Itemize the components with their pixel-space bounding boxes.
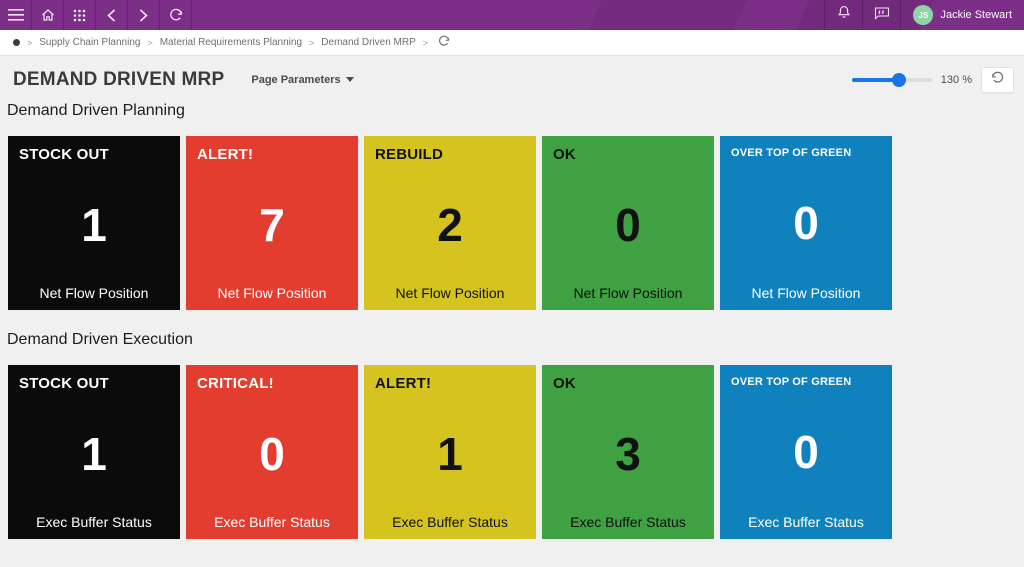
tile-value: 0: [615, 198, 641, 251]
zoom-slider[interactable]: [851, 72, 932, 87]
tile-status: ALERT!: [375, 375, 432, 392]
tile-status: STOCK OUT: [19, 375, 109, 392]
tile-status: OK: [553, 146, 576, 163]
tile-value: 0: [793, 196, 819, 249]
page-title: DEMAND DRIVEN MRP: [13, 68, 225, 90]
tile-status: OK: [553, 375, 576, 392]
tile-value: 7: [259, 198, 285, 251]
tile-label: Exec Buffer Status: [570, 514, 686, 530]
zoom-reset-icon: [991, 71, 1004, 89]
apps-grid-button[interactable]: [64, 0, 96, 30]
section-demand-driven-execution: Demand Driven Execution STOCK OUT 1 Exec…: [0, 331, 1024, 539]
global-header: JS Jackie Stewart: [0, 0, 1024, 30]
feedback-button[interactable]: [862, 0, 900, 30]
section-title: Demand Driven Planning: [7, 102, 185, 119]
zoom-percent-label: 130 %: [940, 73, 972, 86]
kpi-tile-stock-out[interactable]: STOCK OUT 1 Exec Buffer Status: [8, 365, 180, 539]
sync-button[interactable]: [160, 0, 192, 30]
tile-value: 3: [615, 427, 641, 480]
breadcrumb-item-supply-chain-planning[interactable]: Supply Chain Planning: [39, 37, 141, 48]
tile-value: 1: [81, 198, 107, 251]
kpi-tile-alert[interactable]: ALERT! 7 Net Flow Position: [186, 136, 358, 310]
breadcrumb-separator: >: [309, 37, 315, 48]
kpi-tile-over-top-of-green[interactable]: OVER TOP OF GREEN 0 Exec Buffer Status: [720, 365, 892, 539]
tile-status: CRITICAL!: [197, 375, 274, 392]
kpi-tile-ok[interactable]: OK 0 Net Flow Position: [542, 136, 714, 310]
tile-status: OVER TOP OF GREEN: [731, 147, 852, 159]
zoom-controls: 130 %: [851, 66, 1014, 93]
tile-status: OVER TOP OF GREEN: [731, 376, 852, 388]
tile-value: 0: [793, 425, 819, 478]
menu-button[interactable]: [0, 0, 32, 30]
home-button[interactable]: [32, 0, 64, 30]
tile-value: 1: [81, 427, 107, 480]
tile-value: 2: [437, 198, 463, 251]
tile-status: STOCK OUT: [19, 146, 109, 163]
tile-label: Net Flow Position: [39, 285, 149, 301]
page-parameters-button[interactable]: Page Parameters: [251, 73, 354, 86]
breadcrumb: > Supply Chain Planning > Material Requi…: [0, 30, 1024, 56]
user-menu[interactable]: JS Jackie Stewart: [900, 0, 1024, 30]
header-right-group: JS Jackie Stewart: [824, 0, 1024, 30]
user-name: Jackie Stewart: [940, 9, 1012, 21]
tile-status: REBUILD: [375, 146, 444, 163]
tile-label: Net Flow Position: [395, 285, 505, 301]
breadcrumb-item-demand-driven-mrp[interactable]: Demand Driven MRP: [321, 37, 416, 48]
breadcrumb-separator: >: [147, 37, 153, 48]
sync-icon: [169, 8, 183, 22]
kpi-tile-over-top-of-green[interactable]: OVER TOP OF GREEN 0 Net Flow Position: [720, 136, 892, 310]
breadcrumb-refresh-button[interactable]: [438, 35, 450, 50]
kpi-tile-ok[interactable]: OK 3 Exec Buffer Status: [542, 365, 714, 539]
feedback-icon: [874, 6, 890, 25]
tile-value: 1: [437, 427, 463, 480]
kpi-tile-stock-out[interactable]: STOCK OUT 1 Net Flow Position: [8, 136, 180, 310]
zoom-slider-fill: [851, 77, 899, 82]
page-parameters-label: Page Parameters: [251, 73, 341, 86]
avatar: JS: [913, 5, 934, 25]
section-demand-driven-planning: Demand Driven Planning STOCK OUT 1 Net F…: [0, 102, 1024, 310]
tile-label: Net Flow Position: [217, 285, 327, 301]
page-header: DEMAND DRIVEN MRP Page Parameters 130 %: [0, 56, 1024, 94]
tile-label: Net Flow Position: [751, 285, 861, 301]
breadcrumb-separator: >: [422, 37, 429, 48]
tile-label: Net Flow Position: [573, 285, 683, 301]
tile-row-planning: STOCK OUT 1 Net Flow Position ALERT! 7 N…: [8, 136, 1024, 310]
zoom-reset-button[interactable]: [981, 66, 1014, 93]
notifications-bell-icon: [837, 5, 851, 25]
breadcrumb-root-icon[interactable]: [13, 39, 20, 46]
tile-value: 0: [259, 427, 285, 480]
chevron-left-icon: [107, 8, 116, 22]
back-button[interactable]: [96, 0, 128, 30]
kpi-tile-rebuild[interactable]: REBUILD 2 Net Flow Position: [364, 136, 536, 310]
chevron-right-icon: [139, 8, 148, 22]
notifications-button[interactable]: [824, 0, 862, 30]
zoom-slider-handle[interactable]: [891, 72, 906, 87]
tile-status: ALERT!: [197, 146, 254, 163]
tile-label: Exec Buffer Status: [392, 514, 508, 530]
tile-label: Exec Buffer Status: [36, 514, 152, 530]
breadcrumb-item-material-requirements-planning[interactable]: Material Requirements Planning: [159, 37, 303, 48]
refresh-icon: [438, 35, 450, 50]
chevron-down-icon: [345, 77, 354, 82]
kpi-tile-alert[interactable]: ALERT! 1 Exec Buffer Status: [364, 365, 536, 539]
tile-row-execution: STOCK OUT 1 Exec Buffer Status CRITICAL!…: [8, 365, 1024, 539]
kpi-tile-critical[interactable]: CRITICAL! 0 Exec Buffer Status: [186, 365, 358, 539]
home-icon: [41, 8, 55, 22]
apps-grid-icon: [73, 9, 86, 22]
breadcrumb-separator: >: [27, 37, 33, 48]
menu-icon: [7, 9, 24, 21]
tile-label: Exec Buffer Status: [214, 514, 330, 530]
tile-label: Exec Buffer Status: [748, 514, 864, 530]
section-title: Demand Driven Execution: [7, 331, 193, 348]
forward-button[interactable]: [128, 0, 160, 30]
